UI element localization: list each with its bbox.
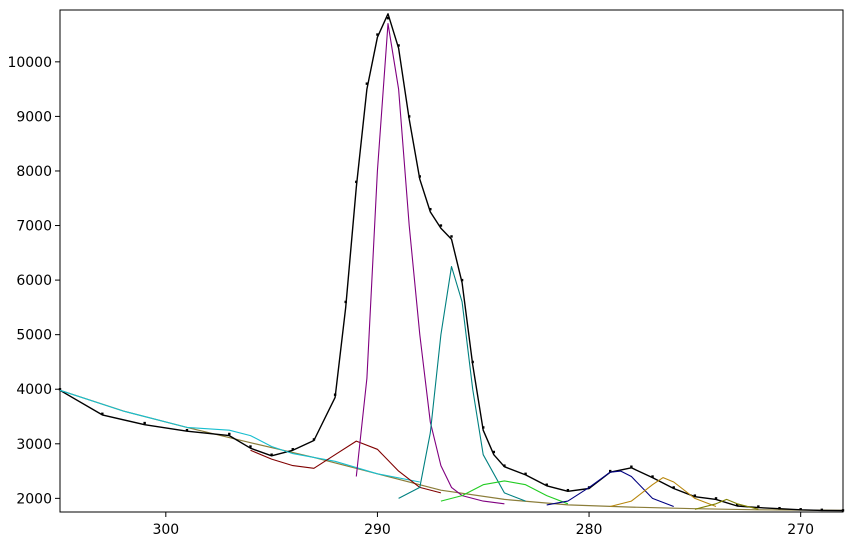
x-axis-ticks: 300 290 280 270 bbox=[152, 512, 814, 538]
series-layer bbox=[58, 13, 845, 512]
data-point bbox=[714, 497, 718, 500]
y-tick-label: 5000 bbox=[16, 328, 52, 344]
series-line-2 bbox=[59, 389, 420, 483]
x-tick-label: 290 bbox=[364, 522, 391, 538]
data-point bbox=[101, 412, 104, 415]
y-axis-ticks: 2000 3000 4000 5000 6000 7000 8000 9000 10000 bbox=[7, 55, 60, 507]
data-point bbox=[503, 464, 506, 467]
y-tick-label: 9000 bbox=[16, 109, 52, 125]
data-point bbox=[386, 16, 390, 20]
data-point bbox=[397, 44, 400, 47]
data-point bbox=[566, 488, 570, 492]
data-point bbox=[185, 428, 189, 432]
data-point bbox=[672, 486, 675, 489]
series-line-9 bbox=[694, 498, 759, 510]
data-point bbox=[693, 494, 697, 497]
series-line-8 bbox=[610, 477, 717, 508]
data-point bbox=[609, 469, 612, 473]
x-tick-label: 280 bbox=[576, 522, 603, 538]
plot-area bbox=[59, 9, 844, 513]
series-line-1 bbox=[59, 13, 844, 512]
data-point bbox=[735, 503, 739, 507]
y-tick-label: 4000 bbox=[16, 382, 52, 398]
data-point bbox=[450, 235, 453, 238]
x-tick-label: 270 bbox=[787, 522, 814, 538]
series-line-7 bbox=[546, 470, 674, 508]
y-tick-label: 3000 bbox=[16, 437, 52, 453]
data-point bbox=[58, 388, 62, 391]
y-tick-label: 6000 bbox=[16, 273, 52, 289]
series-line-3 bbox=[250, 440, 442, 494]
data-point bbox=[757, 505, 760, 508]
data-point bbox=[651, 475, 654, 478]
data-point bbox=[439, 224, 443, 227]
data-point bbox=[492, 450, 496, 454]
data-point bbox=[376, 33, 379, 36]
data-point bbox=[291, 448, 294, 451]
y-tick-label: 7000 bbox=[16, 219, 52, 235]
data-point bbox=[249, 445, 252, 448]
data-point bbox=[228, 432, 231, 436]
y-tick-label: 2000 bbox=[16, 491, 52, 507]
series-line-6 bbox=[440, 480, 569, 505]
data-point bbox=[429, 207, 432, 211]
data-point bbox=[270, 453, 273, 456]
y-tick-label: 8000 bbox=[16, 164, 52, 180]
series-line-5 bbox=[398, 265, 526, 502]
x-tick-label: 300 bbox=[152, 522, 179, 538]
data-point bbox=[365, 82, 369, 85]
y-tick-label: 10000 bbox=[7, 55, 52, 71]
data-point bbox=[524, 472, 527, 476]
data-point bbox=[545, 483, 548, 486]
data-point bbox=[143, 421, 146, 425]
data-point bbox=[630, 465, 633, 468]
